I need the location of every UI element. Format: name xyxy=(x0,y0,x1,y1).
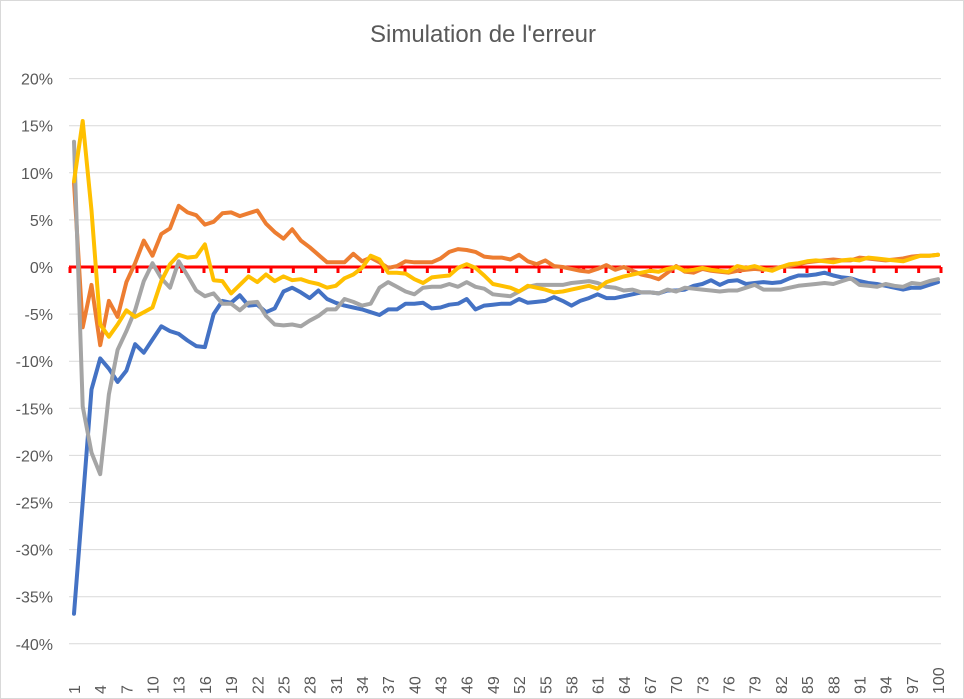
x-tick-label: 16 xyxy=(198,676,215,694)
y-tick-label: -15% xyxy=(16,401,53,418)
x-tick-label: 37 xyxy=(381,676,398,694)
y-tick-label: -35% xyxy=(16,590,53,607)
x-tick-label: 22 xyxy=(250,676,267,694)
x-tick-label: 58 xyxy=(564,676,581,694)
y-tick-label: -5% xyxy=(25,307,53,324)
x-tick-label: 55 xyxy=(538,676,555,694)
x-tick-label: 40 xyxy=(407,676,424,694)
x-tick-label: 7 xyxy=(119,685,136,694)
x-tick-label: 34 xyxy=(355,676,372,694)
x-tick-label: 73 xyxy=(695,676,712,694)
x-tick-label: 82 xyxy=(774,676,791,694)
y-tick-label: -40% xyxy=(16,637,53,654)
x-tick-label: 4 xyxy=(93,685,110,694)
x-tick-label: 76 xyxy=(722,676,739,694)
x-tick-label: 31 xyxy=(329,676,346,694)
x-tick-label: 97 xyxy=(905,676,922,694)
x-tick-label: 10 xyxy=(146,676,163,694)
x-tick-label: 88 xyxy=(826,676,843,694)
x-tick-label: 91 xyxy=(852,676,869,694)
x-tick-label: 79 xyxy=(748,676,765,694)
x-tick-label: 94 xyxy=(879,676,896,694)
y-tick-label: 10% xyxy=(21,166,53,183)
x-tick-label: 28 xyxy=(303,676,320,694)
series-line-2 xyxy=(72,180,940,348)
x-tick-label: 13 xyxy=(172,676,189,694)
x-tick-label: 49 xyxy=(486,676,503,694)
x-tick-label: 19 xyxy=(224,676,241,694)
x-tick-label: 64 xyxy=(617,676,634,694)
x-tick-label: 61 xyxy=(591,676,608,694)
x-tick-label: 1 xyxy=(67,685,84,694)
chart-title: Simulation de l'erreur xyxy=(369,21,597,48)
y-tick-label: -20% xyxy=(16,448,53,465)
x-tick-label: 43 xyxy=(434,676,451,694)
series-line-3 xyxy=(72,139,940,477)
x-tick-label: 85 xyxy=(800,676,817,694)
x-tick-label: 25 xyxy=(276,676,293,694)
x-tick-label: 100 xyxy=(931,667,948,694)
y-tick-label: -10% xyxy=(16,354,53,371)
y-tick-label: 20% xyxy=(21,72,53,89)
series-line-1 xyxy=(72,270,940,616)
x-tick-label: 67 xyxy=(643,676,660,694)
y-tick-label: -30% xyxy=(16,543,53,560)
x-tick-label: 52 xyxy=(512,676,529,694)
y-tick-label: 0% xyxy=(30,260,53,277)
x-tick-label: 46 xyxy=(460,676,477,694)
x-tick-label: 70 xyxy=(669,676,686,694)
series-line-4 xyxy=(72,119,940,339)
y-tick-label: -25% xyxy=(16,496,53,513)
y-tick-label: 5% xyxy=(30,213,53,230)
y-tick-label: 15% xyxy=(21,119,53,136)
